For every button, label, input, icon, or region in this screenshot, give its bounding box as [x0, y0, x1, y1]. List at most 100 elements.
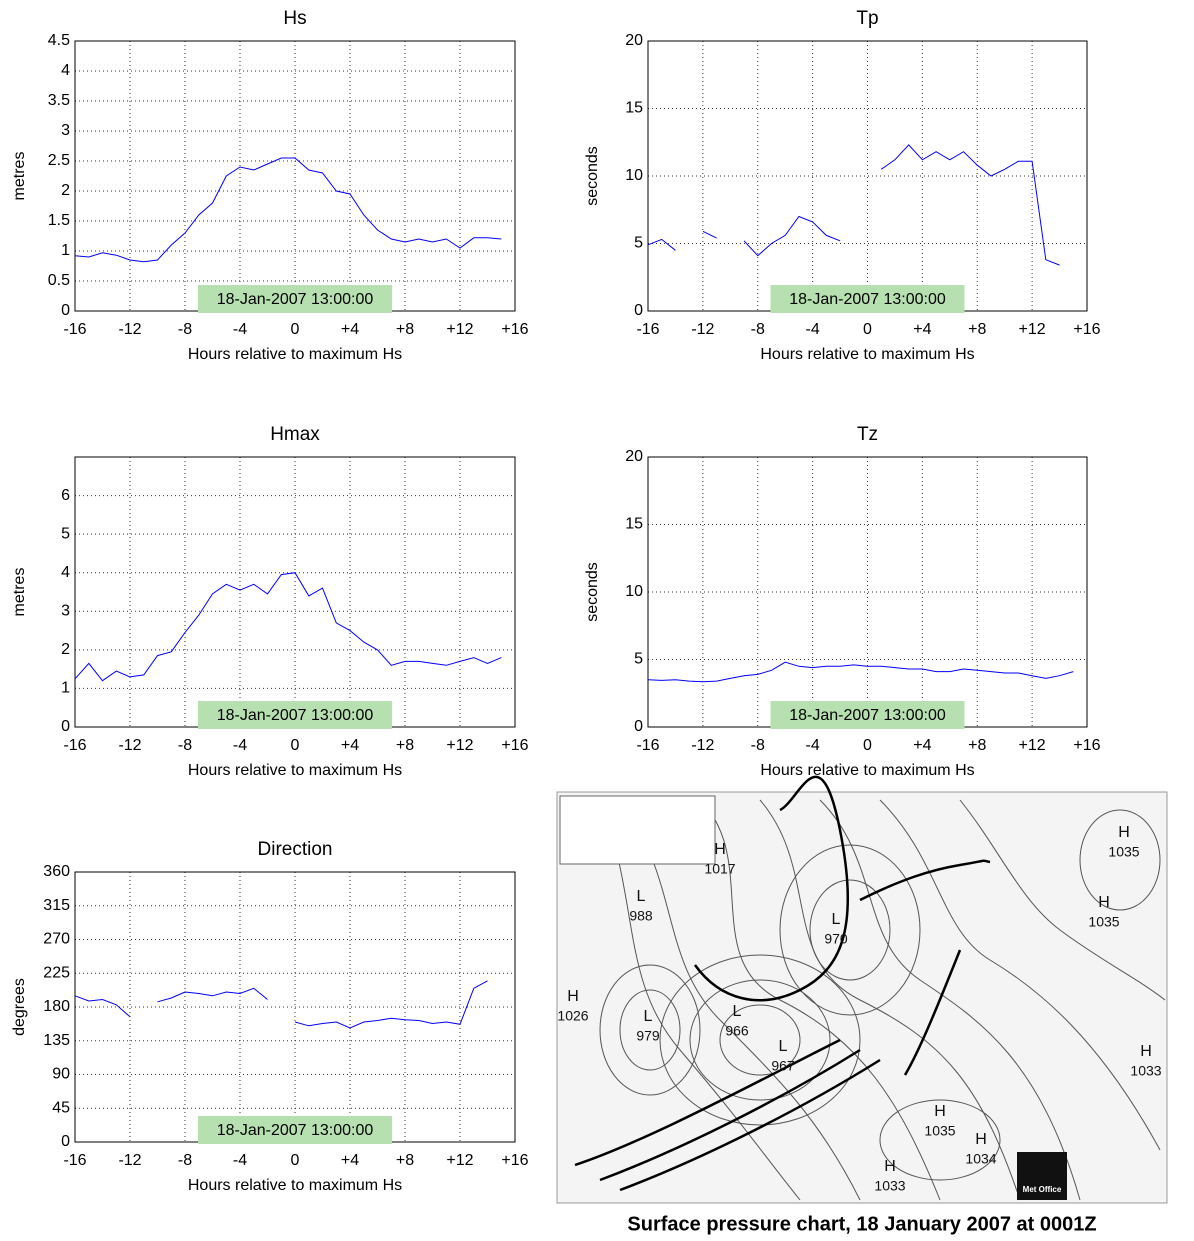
y-tick-label: 0.5	[48, 272, 70, 289]
annotation-box	[198, 701, 392, 729]
charts: 0 0.5 1 1.5 2 2.5 3 3.5 4 4.5 -16 -12 -8 -4 0 +4 +8 +12 +1…	[11, 8, 1100, 1194]
x-tick-label: +12	[1019, 321, 1046, 338]
x-axis-label: Hours relative to maximum Hs	[760, 762, 974, 779]
x-tick-label: -4	[233, 321, 247, 338]
pressure-value: 967	[771, 1058, 795, 1074]
pressure-letter: H	[1140, 1043, 1152, 1060]
pressure-letter: L	[779, 1038, 788, 1055]
pressure-value: 988	[629, 908, 653, 924]
x-tick-label: -12	[118, 321, 141, 338]
y-tick-label: 2	[61, 182, 70, 199]
pressure-value: 1017	[704, 861, 735, 877]
pressure-letter: H	[1098, 894, 1110, 911]
y-tick-label: 45	[52, 1099, 70, 1116]
pressure-letter: H	[975, 1131, 987, 1148]
pressure-value: 1034	[965, 1151, 996, 1167]
pressure-letter: H	[567, 988, 579, 1005]
x-tick-label: +16	[501, 1152, 528, 1169]
y-tick-label: 270	[43, 931, 70, 948]
data-line	[647, 661, 1074, 683]
y-tick-label: 5	[634, 651, 643, 668]
chart-title: Hmax	[270, 424, 320, 445]
isobars	[599, 799, 1166, 1201]
y-axis-label: seconds	[584, 562, 601, 622]
y-tick-label: 5	[61, 525, 70, 542]
y-tick-label: 0	[61, 302, 70, 319]
x-axis-label: Hours relative to maximum Hs	[760, 346, 974, 363]
y-tick-label: 5	[634, 235, 643, 252]
data-line	[74, 980, 488, 1029]
chart: 0 1 2 3 4 5 6 -16 -12 -8 -4 0 +4 +8 +12 +16 18-Jan-2007 …	[11, 424, 528, 779]
annotation-box	[198, 1116, 392, 1144]
map-labels: H 1017 L 988 L 970 H 1035 H 1035 H 1026 L 979 L 966 L 967…	[557, 824, 1161, 1193]
pressure-value: 979	[636, 1028, 660, 1044]
x-tick-label: -12	[691, 321, 714, 338]
annotation: 18-Jan-2007 13:00:00	[789, 707, 946, 724]
annotation: 18-Jan-2007 13:00:00	[217, 707, 374, 724]
pressure-value: 970	[824, 931, 848, 947]
y-axis-label: degrees	[11, 978, 28, 1036]
map-legend-box	[559, 795, 716, 865]
chart: 0 5 10 15 20 -16 -12 -8 -4 0 +4 +8 +12 +16 18-Jan-2007…	[584, 424, 1100, 779]
y-tick-label: 20	[625, 448, 643, 465]
x-tick-label: +4	[913, 321, 931, 338]
x-tick-label: -12	[118, 737, 141, 754]
y-tick-label: 15	[625, 516, 643, 533]
x-tick-label: -4	[806, 321, 820, 338]
x-tick-label: -8	[178, 737, 192, 754]
chart: 0 0.5 1 1.5 2 2.5 3 3.5 4 4.5 -16 -12 -8 -4 0 +4 +8 +12 +1…	[11, 8, 528, 363]
pressure-letter: H	[714, 841, 726, 858]
x-tick-label: 0	[291, 1152, 300, 1169]
x-tick-label: +16	[501, 321, 528, 338]
x-tick-label: -16	[636, 321, 659, 338]
y-tick-label: 4	[61, 564, 70, 581]
pressure-value: 1026	[557, 1008, 588, 1024]
chart: 0 5 10 15 20 -16 -12 -8 -4 0 +4 +8 +12 +16 18-Jan-2007…	[584, 8, 1100, 363]
y-tick-label: 3	[61, 603, 70, 620]
y-tick-label: 6	[61, 487, 70, 504]
y-tick-label: 360	[43, 863, 70, 880]
x-tick-label: +8	[396, 1152, 414, 1169]
data-line	[74, 157, 502, 263]
y-tick-label: 3	[61, 122, 70, 139]
x-tick-label: -4	[806, 737, 820, 754]
x-tick-label: -8	[178, 321, 192, 338]
pressure-letter: H	[934, 1103, 946, 1120]
x-tick-label: +8	[396, 321, 414, 338]
y-tick-label: 20	[625, 32, 643, 49]
x-axis-label: Hours relative to maximum Hs	[188, 762, 402, 779]
x-tick-label: +8	[968, 737, 986, 754]
pressure-value: 1035	[1108, 844, 1139, 860]
chart-title: Tp	[856, 8, 878, 29]
y-axis-label: metres	[11, 152, 28, 201]
pressure-letter: H	[1118, 824, 1130, 841]
x-tick-label: +4	[341, 737, 359, 754]
x-tick-label: -12	[118, 1152, 141, 1169]
y-tick-label: 90	[52, 1066, 70, 1083]
y-axis-label: metres	[11, 568, 28, 617]
y-tick-label: 0	[634, 718, 643, 735]
x-tick-label: +8	[396, 737, 414, 754]
y-tick-label: 315	[43, 897, 70, 914]
y-tick-label: 0	[61, 1133, 70, 1150]
y-tick-label: 1	[61, 242, 70, 259]
pressure-letter: L	[637, 888, 646, 905]
x-tick-label: +16	[1073, 321, 1100, 338]
x-tick-label: -16	[63, 737, 86, 754]
pressure-letter: H	[884, 1158, 896, 1175]
x-tick-label: +12	[446, 321, 473, 338]
annotation: 18-Jan-2007 13:00:00	[217, 1122, 374, 1139]
map-caption: Surface pressure chart, 18 January 2007 …	[627, 1213, 1096, 1235]
y-tick-label: 2	[61, 641, 70, 658]
data-line	[647, 144, 1060, 266]
x-tick-label: -4	[233, 737, 247, 754]
y-tick-label: 225	[43, 964, 70, 981]
x-tick-label: 0	[291, 321, 300, 338]
y-tick-label: 135	[43, 1032, 70, 1049]
pressure-value: 1035	[1088, 914, 1119, 930]
x-tick-label: +16	[1073, 737, 1100, 754]
logo-box	[1017, 1152, 1067, 1200]
x-tick-label: -16	[636, 737, 659, 754]
x-tick-label: -8	[751, 737, 765, 754]
